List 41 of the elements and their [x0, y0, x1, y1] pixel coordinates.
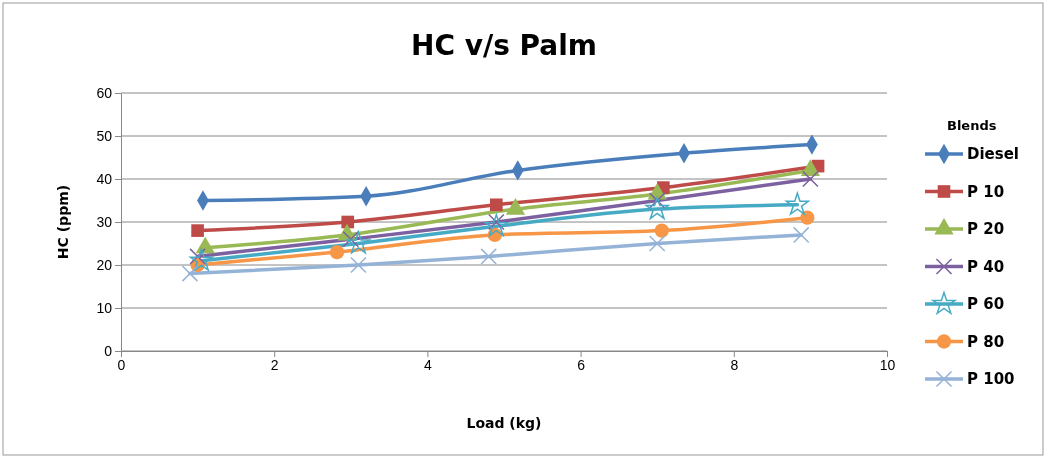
point	[329, 244, 345, 260]
point	[792, 226, 810, 244]
legend-title: Blends	[947, 118, 997, 133]
x-tick-label: 6	[577, 356, 586, 373]
y-tick-label: 50	[96, 127, 113, 144]
point	[654, 223, 669, 238]
legend-label: P 80	[967, 332, 1005, 351]
x-tick-label: 4	[424, 356, 432, 373]
x-tick-label: 2	[270, 356, 279, 373]
y-tick-label: 10	[96, 299, 113, 316]
legend-label: P 60	[967, 295, 1005, 313]
legend-label: P 100	[967, 370, 1015, 388]
x-tick-label: 10	[879, 356, 896, 373]
y-tick-label: 20	[96, 256, 113, 273]
y-axis-title: HC (ppm)	[55, 184, 71, 260]
point	[191, 224, 204, 237]
y-tick-label: 60	[96, 84, 113, 101]
point	[181, 265, 199, 282]
legend-label: Diesel	[967, 145, 1020, 163]
point	[490, 198, 503, 212]
point	[785, 192, 810, 215]
y-tick-label: 40	[96, 170, 113, 187]
point	[346, 231, 371, 254]
point	[350, 256, 367, 274]
x-tick-label: 8	[730, 356, 739, 373]
chart-title: HC v/s Palm	[410, 29, 598, 62]
point	[645, 196, 669, 220]
point	[341, 215, 355, 229]
legend-label: P 10	[967, 182, 1005, 201]
point	[480, 248, 497, 265]
legend-label: P 20	[967, 220, 1005, 238]
point	[802, 170, 819, 188]
y-tick-label: 30	[96, 213, 113, 230]
point	[189, 248, 214, 271]
point	[648, 235, 666, 252]
x-axis-title: Load (kg)	[466, 415, 542, 431]
legend-label: P 40	[967, 257, 1005, 276]
x-tick-label: 0	[117, 356, 126, 373]
point	[800, 210, 815, 225]
point	[484, 213, 509, 237]
y-tick-label: 0	[104, 342, 113, 359]
